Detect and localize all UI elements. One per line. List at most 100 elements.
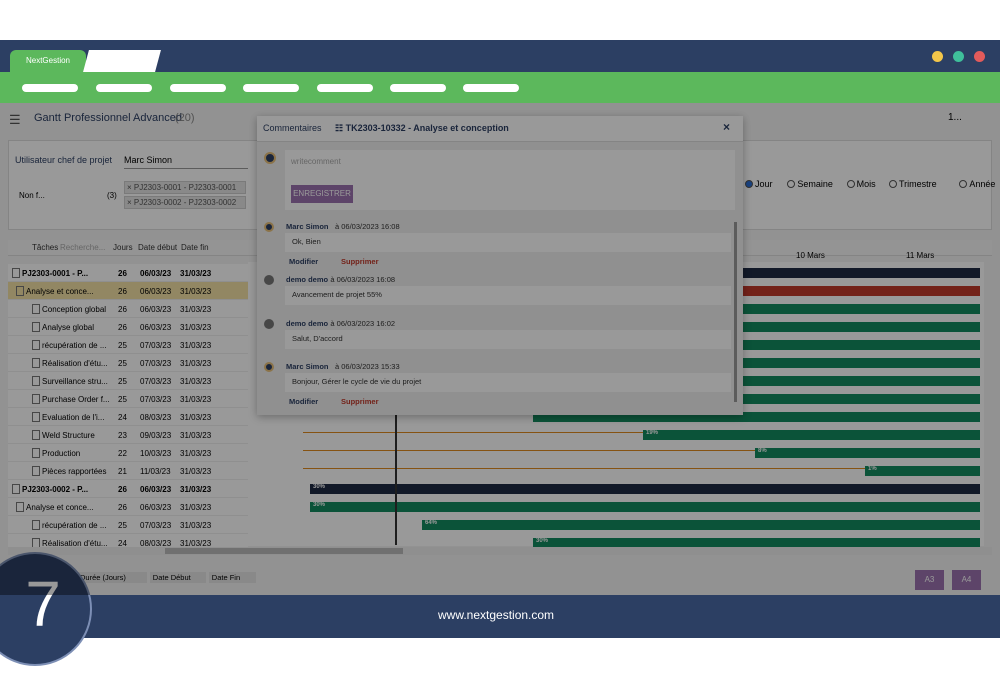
table-row[interactable]	[8, 264, 248, 282]
column-chip[interactable]: Date Fin	[208, 572, 256, 583]
tab[interactable]: NextGestion	[10, 50, 86, 72]
table-row[interactable]	[8, 354, 248, 372]
task-cell: 10/03/23	[140, 449, 172, 458]
gantt-bar[interactable]	[740, 376, 980, 386]
table-row[interactable]	[8, 444, 248, 462]
gantt-bar[interactable]	[422, 520, 980, 530]
step-badge: 7	[0, 552, 92, 666]
filter-value[interactable]: Marc Simon	[124, 155, 248, 169]
table-row[interactable]	[8, 300, 248, 318]
menu-item[interactable]	[390, 84, 446, 92]
table-row[interactable]	[8, 516, 248, 534]
view-radio[interactable]	[745, 180, 753, 188]
task-cell: 25	[118, 395, 127, 404]
gantt-bar[interactable]	[533, 538, 980, 548]
menu-item[interactable]	[243, 84, 299, 92]
row-icon	[16, 286, 24, 296]
task-name: récupération de ...	[42, 521, 107, 530]
delete-link[interactable]: Supprimer	[341, 257, 379, 266]
save-button[interactable]: ENREGISTRER	[291, 185, 353, 203]
view-radio[interactable]	[959, 180, 968, 188]
pager[interactable]: 1...	[948, 112, 962, 123]
footer	[0, 595, 1000, 638]
task-cell: 07/03/23	[140, 359, 172, 368]
gantt-bar[interactable]	[643, 430, 980, 440]
project-tag[interactable]: × PJ2303-0002 - PJ2303-0002	[124, 196, 246, 209]
delete-link[interactable]: Supprimer	[341, 397, 379, 406]
gantt-bar[interactable]	[740, 322, 980, 332]
task-name: PJ2303-0002 - P...	[22, 485, 89, 494]
gantt-bar[interactable]	[740, 340, 980, 350]
menu-item[interactable]	[96, 84, 152, 92]
table-row[interactable]	[8, 390, 248, 408]
task-name: Conception global	[42, 305, 107, 314]
table-row[interactable]	[8, 498, 248, 516]
modal-header	[257, 116, 743, 142]
comment-body	[285, 233, 731, 252]
gantt-bar[interactable]	[310, 484, 980, 494]
view-label: Mois	[856, 179, 876, 189]
task-cell: 07/03/23	[140, 521, 172, 530]
task-name: Surveillance stru...	[42, 377, 108, 386]
menu-item[interactable]	[463, 84, 519, 92]
table-header-cell: Date fin	[181, 243, 209, 252]
table-row[interactable]	[8, 480, 248, 498]
task-cell: 26	[118, 287, 127, 296]
close-button[interactable]: ×	[723, 120, 731, 134]
view-label: Année	[969, 179, 996, 189]
bar-label: 8%	[758, 448, 767, 454]
export-button[interactable]: A3	[915, 570, 944, 590]
table-row[interactable]	[8, 336, 248, 354]
task-cell: 26	[118, 269, 127, 278]
gantt-bar[interactable]	[310, 502, 980, 512]
gantt-bar[interactable]	[865, 466, 980, 476]
task-cell: 24	[118, 539, 127, 548]
modal-task: ☷ TK2303-10332 - Analyse et conception	[335, 123, 509, 133]
edit-link[interactable]: Modifier	[289, 397, 319, 406]
task-cell: 24	[118, 413, 127, 422]
export-button[interactable]: A4	[952, 570, 981, 590]
column-chip[interactable]: Durée (Jours)	[77, 572, 147, 583]
view-label: Trimestre	[899, 179, 937, 189]
task-cell: 23	[118, 431, 127, 440]
task-cell: 07/03/23	[140, 377, 172, 386]
gantt-bar[interactable]	[740, 394, 980, 404]
menu-item[interactable]	[170, 84, 226, 92]
non-filter[interactable]: Non f...	[19, 191, 45, 200]
menu-item[interactable]	[22, 84, 78, 92]
comment-avatar	[264, 319, 274, 329]
table-row[interactable]	[8, 426, 248, 444]
bar-label: 30%	[313, 502, 326, 508]
comment-input[interactable]	[285, 150, 735, 210]
today-line	[395, 415, 397, 545]
gantt-bar[interactable]	[740, 304, 980, 314]
row-icon	[32, 430, 40, 440]
table-row[interactable]	[8, 408, 248, 426]
edit-link[interactable]: Modifier	[289, 257, 319, 266]
view-radio[interactable]	[787, 180, 796, 188]
page-icon: ☰	[9, 112, 21, 127]
tab-blank[interactable]	[83, 50, 161, 72]
row-icon	[12, 268, 20, 278]
table-row[interactable]	[8, 462, 248, 480]
gantt-bar[interactable]	[755, 448, 980, 458]
task-cell: 31/03/23	[180, 395, 212, 404]
scroll-thumb[interactable]	[165, 548, 403, 554]
gantt-bar[interactable]	[740, 358, 980, 368]
task-cell: 31/03/23	[180, 467, 212, 476]
table-row[interactable]	[8, 318, 248, 336]
project-tag[interactable]: × PJ2303-0001 - PJ2303-0001	[124, 181, 246, 194]
menu-item[interactable]	[317, 84, 373, 92]
gantt-bar[interactable]	[533, 412, 980, 422]
column-chip[interactable]: Date Début	[149, 572, 206, 583]
row-icon	[32, 304, 40, 314]
view-radio[interactable]	[846, 180, 855, 188]
task-cell: 06/03/23	[140, 323, 172, 332]
task-cell: 31/03/23	[180, 287, 212, 296]
table-row[interactable]	[8, 282, 248, 300]
task-cell: 08/03/23	[140, 539, 172, 548]
task-cell: 26	[118, 323, 127, 332]
comments-modal: Commentaires ☷ TK2303-10332 - Analyse et…	[257, 116, 743, 415]
table-row[interactable]	[8, 372, 248, 390]
view-radio[interactable]	[889, 180, 897, 188]
